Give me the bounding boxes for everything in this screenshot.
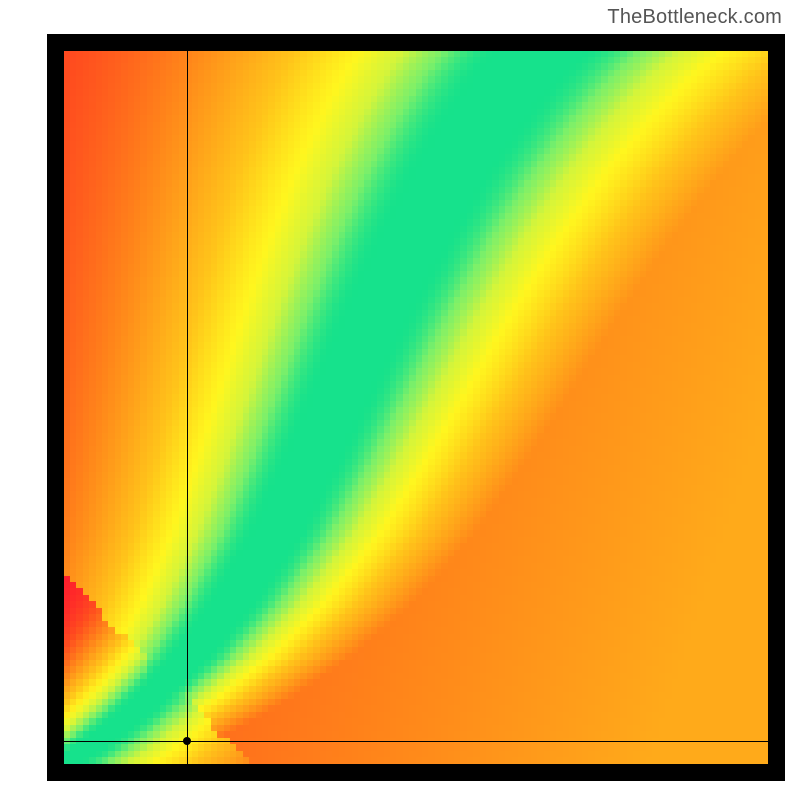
plot-frame	[47, 34, 785, 781]
chart-container: { "canvas_size": { "width": 800, "height…	[0, 0, 800, 800]
crosshair-horizontal	[64, 741, 768, 742]
crosshair-vertical	[187, 51, 188, 764]
attribution-text: TheBottleneck.com	[607, 6, 782, 29]
